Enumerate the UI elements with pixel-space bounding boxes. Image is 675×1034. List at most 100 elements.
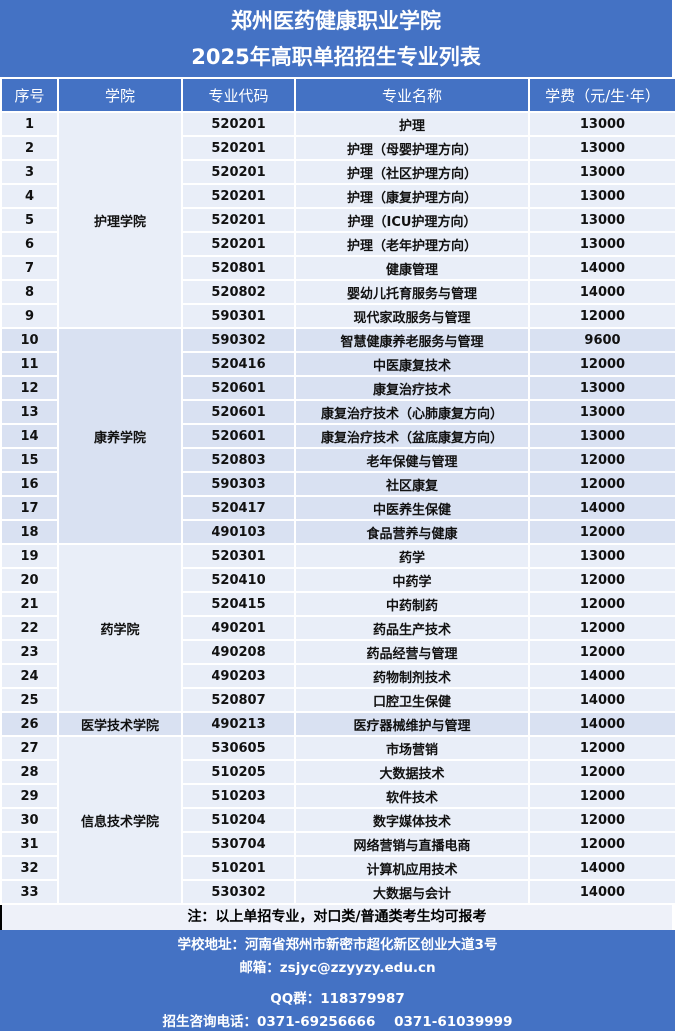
- table-row: 25 520807 口腔卫生保健 14000: [0, 687, 675, 713]
- cell-tuition: 14000: [528, 711, 675, 737]
- table-row: 12 520601 康复治疗技术 13000: [0, 375, 675, 401]
- cell-index: 12: [0, 375, 59, 401]
- cell-code: 520201: [181, 159, 296, 185]
- cell-code: 520201: [181, 207, 296, 233]
- cell-major: 护理（康复护理方向）: [294, 183, 530, 209]
- cell-index: 4: [0, 183, 59, 209]
- cell-code: 520417: [181, 495, 296, 521]
- cell-index: 22: [0, 615, 59, 641]
- header-tuition: 学费（元/生·年）: [528, 77, 675, 113]
- cell-index: 9: [0, 303, 59, 329]
- cell-code: 520410: [181, 567, 296, 593]
- cell-college: 护理学院: [57, 111, 183, 329]
- cell-index: 17: [0, 495, 59, 521]
- cell-code: 520801: [181, 255, 296, 281]
- table-row: 7 520801 健康管理 14000: [0, 255, 675, 281]
- cell-code: 510201: [181, 855, 296, 881]
- cell-index: 26: [0, 711, 59, 737]
- cell-code: 510205: [181, 759, 296, 785]
- table-row: 10 康养学院 590302 智慧健康养老服务与管理 9600: [0, 327, 675, 545]
- cell-index: 32: [0, 855, 59, 881]
- cell-major: 食品营养与健康: [294, 519, 530, 545]
- cell-index: 5: [0, 207, 59, 233]
- cell-tuition: 13000: [528, 183, 675, 209]
- table-row: 15 520803 老年保健与管理 12000: [0, 447, 675, 473]
- cell-tuition: 13000: [528, 159, 675, 185]
- cell-index: 30: [0, 807, 59, 833]
- email: 邮箱：zsjyc@zzyyzy.edu.cn: [239, 960, 436, 976]
- cell-tuition: 12000: [528, 447, 675, 473]
- cell-tuition: 12000: [528, 519, 675, 545]
- cell-major: 护理（ICU护理方向）: [294, 207, 530, 233]
- table-row: 21 520415 中药制药 12000: [0, 591, 675, 617]
- cell-tuition: 12000: [528, 759, 675, 785]
- cell-code: 520201: [181, 135, 296, 161]
- cell-code: 520601: [181, 399, 296, 425]
- cell-code: 520803: [181, 447, 296, 473]
- table-row: 9 590301 现代家政服务与管理 12000: [0, 303, 675, 329]
- cell-college: 药学院: [57, 543, 183, 713]
- cell-major: 中医康复技术: [294, 351, 530, 377]
- cell-code: 510203: [181, 783, 296, 809]
- cell-tuition: 12000: [528, 735, 675, 761]
- header-code: 专业代码: [181, 77, 296, 113]
- cell-major: 大数据与会计: [294, 879, 530, 905]
- cell-index: 25: [0, 687, 59, 713]
- cell-index: 1: [0, 111, 59, 137]
- title-line-1: 郑州医药健康职业学院: [231, 9, 441, 33]
- cell-major: 药学: [294, 543, 530, 569]
- cell-index: 11: [0, 351, 59, 377]
- cell-major: 护理（老年护理方向）: [294, 231, 530, 257]
- cell-major: 计算机应用技术: [294, 855, 530, 881]
- cell-index: 6: [0, 231, 59, 257]
- cell-index: 15: [0, 447, 59, 473]
- table-row: 13 520601 康复治疗技术（心肺康复方向） 13000: [0, 399, 675, 425]
- table-row: 28 510205 大数据技术 12000: [0, 759, 675, 785]
- cell-major: 护理（母婴护理方向）: [294, 135, 530, 161]
- cell-code: 490103: [181, 519, 296, 545]
- cell-index: 27: [0, 735, 59, 761]
- cell-tuition: 14000: [528, 855, 675, 881]
- cell-major: 网络营销与直播电商: [294, 831, 530, 857]
- cell-tuition: 14000: [528, 879, 675, 905]
- footer: 学校地址：河南省郑州市新密市超化新区创业大道3号 邮箱：zsjyc@zzyyzy…: [0, 930, 675, 1031]
- header-college: 学院: [57, 77, 183, 113]
- cell-tuition: 12000: [528, 615, 675, 641]
- cell-code: 520201: [181, 183, 296, 209]
- cell-major: 护理: [294, 111, 530, 137]
- cell-major: 现代家政服务与管理: [294, 303, 530, 329]
- cell-code: 590302: [181, 327, 296, 353]
- cell-major: 中药学: [294, 567, 530, 593]
- table-row: 16 590303 社区康复 12000: [0, 471, 675, 497]
- cell-code: 530704: [181, 831, 296, 857]
- cell-index: 21: [0, 591, 59, 617]
- cell-code: 520201: [181, 231, 296, 257]
- cell-index: 19: [0, 543, 59, 569]
- cell-tuition: 12000: [528, 303, 675, 329]
- cell-major: 康复治疗技术（心肺康复方向）: [294, 399, 530, 425]
- cell-tuition: 12000: [528, 351, 675, 377]
- cell-index: 31: [0, 831, 59, 857]
- table-row: 29 510203 软件技术 12000: [0, 783, 675, 809]
- table-row: 19 药学院 520301 药学 13000: [0, 543, 675, 713]
- cell-major: 药品经营与管理: [294, 639, 530, 665]
- table-row: 31 530704 网络营销与直播电商 12000: [0, 831, 675, 857]
- table-row: 14 520601 康复治疗技术（盆底康复方向） 13000: [0, 423, 675, 449]
- cell-tuition: 12000: [528, 471, 675, 497]
- table-row: 17 520417 中医养生保健 14000: [0, 495, 675, 521]
- cell-major: 医疗器械维护与管理: [294, 711, 530, 737]
- cell-index: 23: [0, 639, 59, 665]
- cell-tuition: 9600: [528, 327, 675, 353]
- cell-code: 530302: [181, 879, 296, 905]
- cell-major: 康复治疗技术（盆底康复方向）: [294, 423, 530, 449]
- cell-tuition: 13000: [528, 135, 675, 161]
- cell-code: 520601: [181, 423, 296, 449]
- cell-major: 大数据技术: [294, 759, 530, 785]
- cell-tuition: 14000: [528, 279, 675, 305]
- cell-code: 590303: [181, 471, 296, 497]
- cell-tuition: 13000: [528, 399, 675, 425]
- cell-tuition: 14000: [528, 687, 675, 713]
- cell-tuition: 13000: [528, 375, 675, 401]
- table-row: 1 护理学院 520201 护理 13000: [0, 111, 675, 329]
- table-row: 5 520201 护理（ICU护理方向） 13000: [0, 207, 675, 233]
